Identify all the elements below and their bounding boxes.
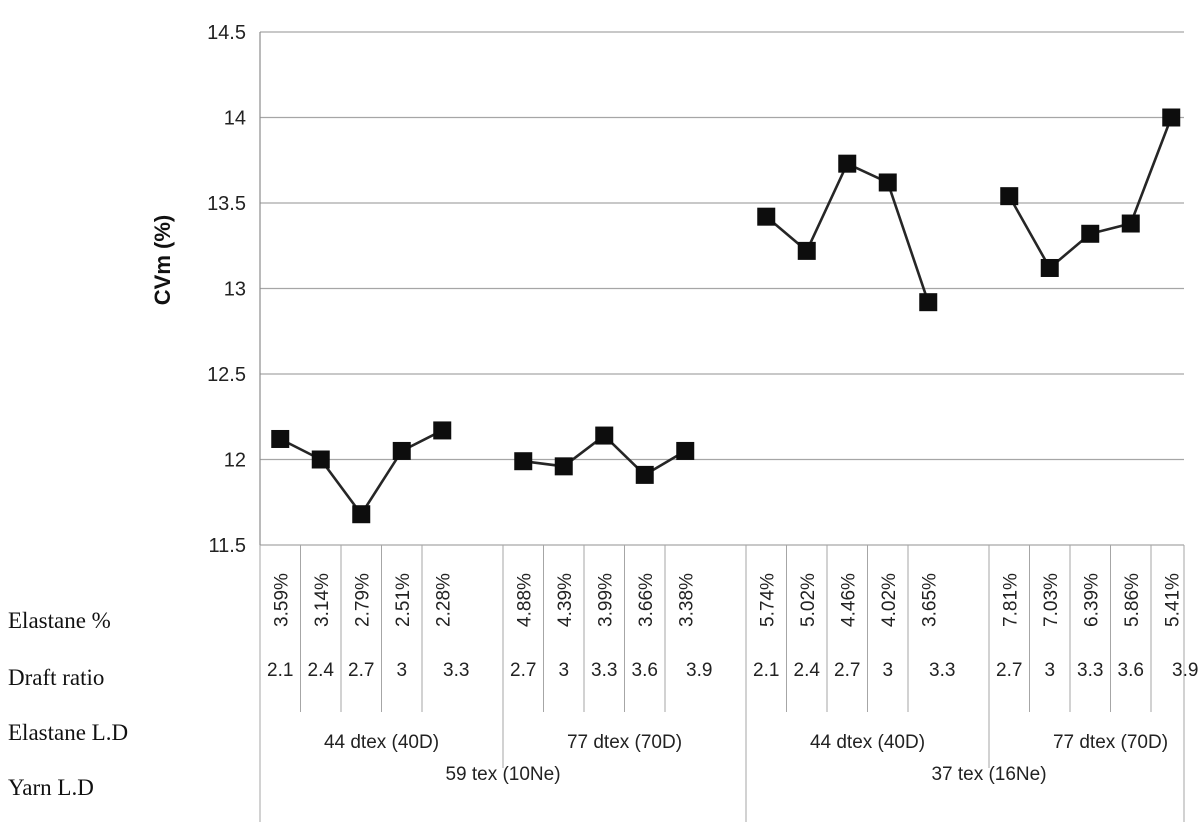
data-point [433, 421, 452, 440]
y-tick-label: 13.5 [207, 193, 246, 215]
draft-ratio-label: 3.3 [591, 660, 617, 681]
elastane-pct-label: 3.99% [595, 573, 616, 627]
y-tick-label: 12 [224, 450, 246, 472]
data-point [595, 426, 614, 445]
draft-ratio-label: 3 [396, 660, 407, 681]
y-axis-label: CVm (%) [150, 215, 175, 305]
data-point [1162, 108, 1181, 127]
draft-ratio-label: 2.1 [267, 660, 293, 681]
data-point [1000, 187, 1019, 206]
row-label-elastane-pct: Elastane % [8, 608, 111, 633]
yarn-ld-label: 37 tex (16Ne) [931, 764, 1046, 785]
elastane-pct-label: 3.65% [919, 573, 940, 627]
data-point [1040, 258, 1059, 277]
elastane-pct-label: 5.74% [757, 573, 778, 627]
data-point [838, 154, 857, 173]
elastane-ld-label: 77 dtex (70D) [567, 732, 682, 753]
draft-ratio-label: 3.3 [1077, 660, 1103, 681]
elastane-pct-label: 7.03% [1041, 573, 1062, 627]
draft-ratio-label: 2.1 [753, 660, 779, 681]
draft-ratio-label: 3.6 [1118, 660, 1144, 681]
y-tick-label: 14 [224, 108, 246, 130]
category-table: 3.59% 2.1 3.14% 2.4 2.79% 2.7 2.51% 3 2.28% 3.3 44… [259, 545, 1198, 822]
y-tick-label: 13 [224, 279, 246, 301]
row-label-draft-ratio: Draft ratio [8, 665, 104, 690]
elastane-pct-label: 2.51% [393, 573, 414, 627]
data-point [676, 441, 695, 460]
elastane-pct-label: 3.59% [271, 573, 292, 627]
data-point [514, 452, 533, 471]
draft-ratio-label: 3.3 [929, 660, 955, 681]
elastane-pct-label: 5.86% [1122, 573, 1143, 627]
row-labels: Elastane % Draft ratio Elastane L.D Yarn… [8, 608, 128, 800]
series-lines [279, 117, 1173, 517]
draft-ratio-label: 3.9 [686, 660, 712, 681]
elastane-ld-label: 77 dtex (70D) [1053, 732, 1168, 753]
draft-ratio-label: 3.6 [632, 660, 658, 681]
elastane-pct-label: 3.14% [312, 573, 333, 627]
data-point [352, 505, 371, 524]
data-point [757, 207, 776, 226]
data-point [635, 465, 654, 484]
data-point [919, 293, 938, 312]
series-line [1008, 117, 1173, 270]
row-label-elastane-ld: Elastane L.D [8, 720, 128, 745]
elastane-ld-label: 44 dtex (40D) [810, 732, 925, 753]
y-tick-label: 11.5 [209, 535, 246, 557]
elastane-pct-label: 2.28% [433, 573, 454, 627]
elastane-pct-label: 6.39% [1081, 573, 1102, 627]
elastane-pct-label: 4.46% [838, 573, 859, 627]
draft-ratio-label: 3.3 [443, 660, 469, 681]
data-point [271, 429, 290, 448]
draft-ratio-label: 3.9 [1172, 660, 1198, 681]
data-point [878, 173, 897, 192]
elastane-pct-label: 4.39% [555, 573, 576, 627]
data-point [1081, 224, 1100, 243]
draft-ratio-label: 2.7 [348, 660, 374, 681]
elastane-pct-label: 4.88% [514, 573, 535, 627]
data-point [1121, 214, 1140, 233]
draft-ratio-label: 2.7 [510, 660, 536, 681]
elastane-pct-label: 3.66% [636, 573, 657, 627]
draft-ratio-label: 2.4 [308, 660, 335, 681]
gridlines [260, 31, 1184, 546]
series-line [765, 161, 930, 303]
elastane-pct-label: 5.02% [798, 573, 819, 627]
draft-ratio-label: 3 [882, 660, 893, 681]
data-point [311, 450, 330, 469]
draft-ratio-label: 2.7 [834, 660, 860, 681]
data-point [554, 457, 573, 476]
y-tick-label: 12.5 [207, 364, 246, 386]
elastane-pct-label: 3.38% [676, 573, 697, 627]
axes: 11.5 12 12.5 13 13.5 14 14.5 [207, 22, 261, 557]
data-point [797, 241, 816, 260]
series-line [279, 429, 443, 517]
data-point [392, 441, 411, 460]
yarn-ld-label: 59 tex (10Ne) [445, 764, 560, 785]
draft-ratio-label: 2.4 [794, 660, 821, 681]
elastane-ld-label: 44 dtex (40D) [324, 732, 439, 753]
draft-ratio-label: 3 [1044, 660, 1055, 681]
elastane-pct-label: 4.02% [879, 573, 900, 627]
elastane-pct-label: 2.79% [352, 573, 373, 627]
elastane-pct-label: 7.81% [1000, 573, 1021, 627]
series-points [271, 108, 1181, 524]
row-label-yarn-ld: Yarn L.D [8, 775, 94, 800]
draft-ratio-label: 2.7 [996, 660, 1022, 681]
elastane-pct-label: 5.41% [1162, 573, 1183, 627]
y-tick-label: 14.5 [207, 22, 246, 44]
draft-ratio-label: 3 [558, 660, 569, 681]
